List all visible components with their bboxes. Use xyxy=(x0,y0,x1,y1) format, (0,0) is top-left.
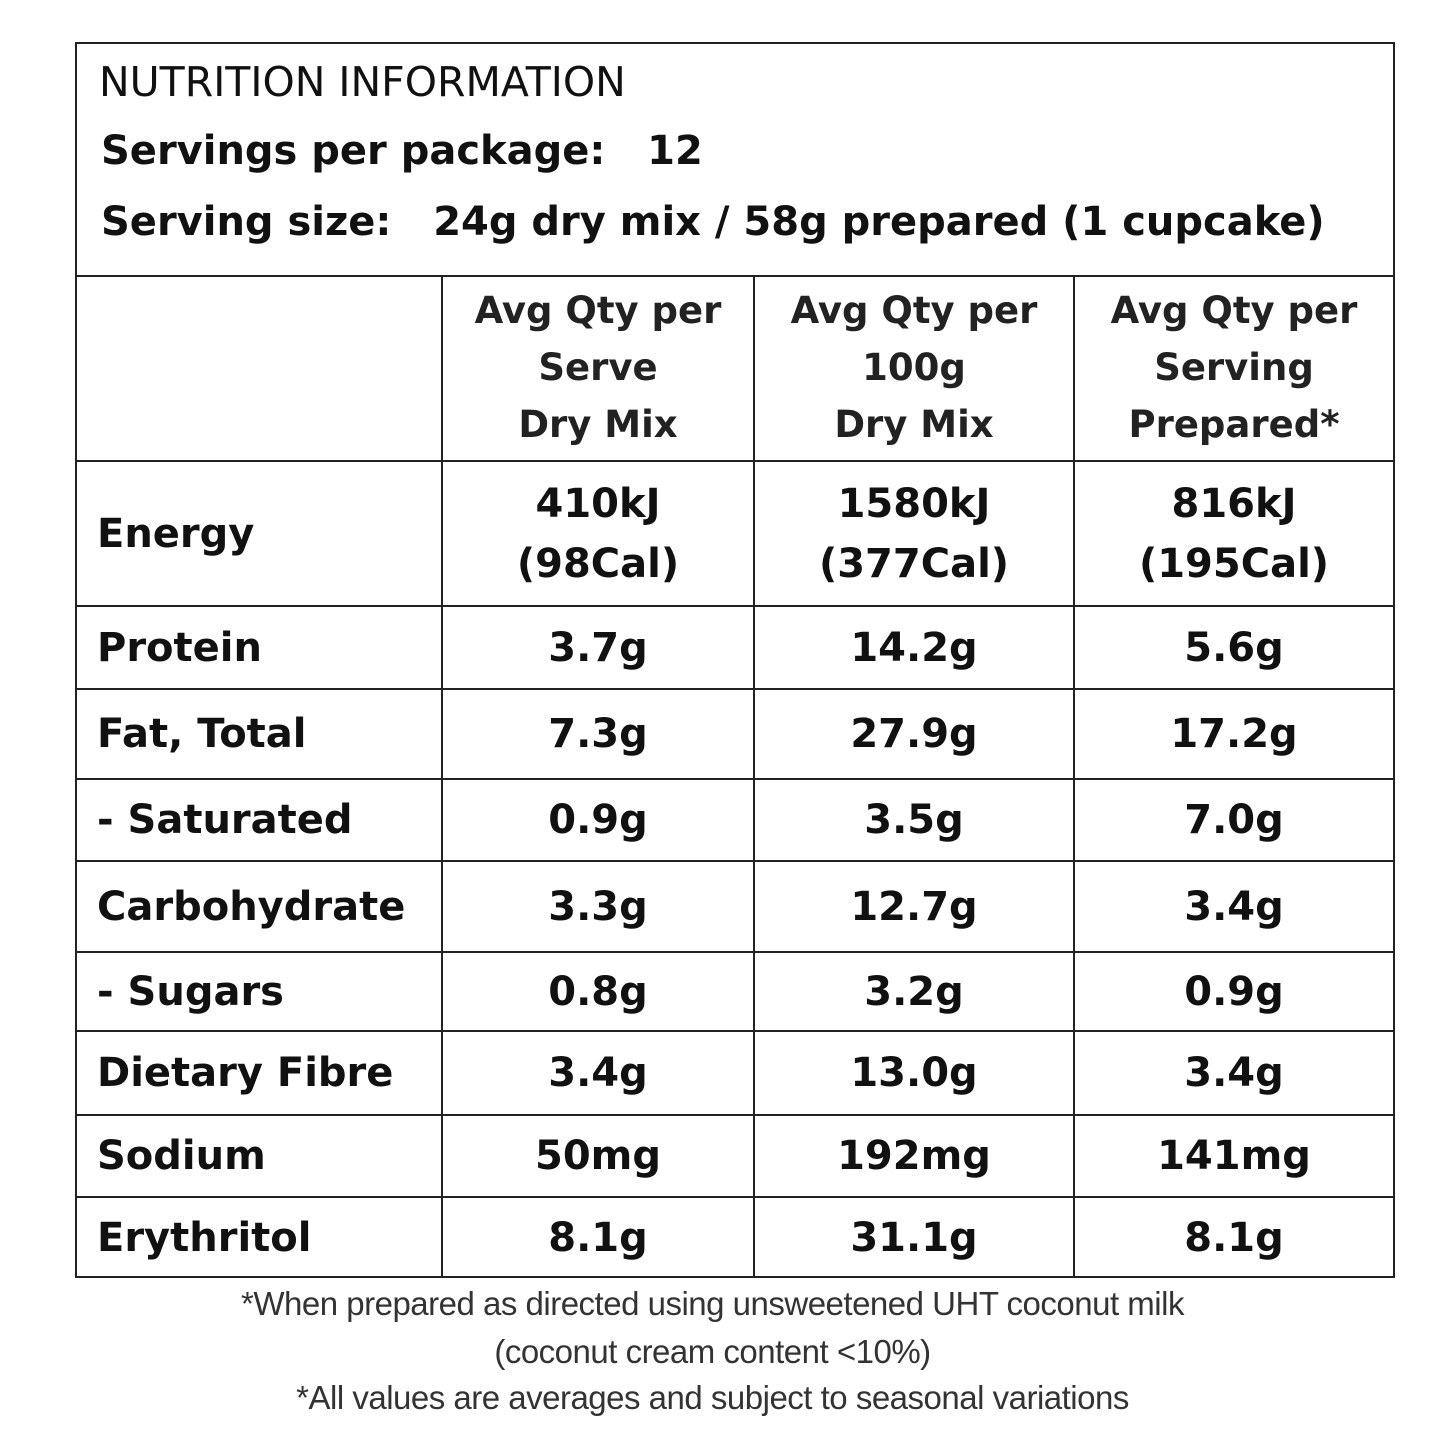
nutrient-row: Erythritol 8.1g 31.1g 8.1g xyxy=(77,1196,1393,1277)
value-line: 12.7g xyxy=(850,883,978,930)
nutrient-value: 3.7g xyxy=(441,605,755,690)
panel-title: NUTRITION INFORMATION xyxy=(99,58,626,106)
value-line: 1580kJ xyxy=(837,480,991,527)
value-line: 3.2g xyxy=(864,968,964,1015)
nutrient-value: 3.2g xyxy=(753,951,1075,1032)
nutrient-name: Erythritol xyxy=(77,1196,443,1277)
value-line: 0.8g xyxy=(548,968,648,1015)
nutrient-value: 3.3g xyxy=(441,860,755,953)
nutrient-value: 3.4g xyxy=(441,1030,755,1116)
value-line: 5.6g xyxy=(1184,624,1284,671)
value-line: 14.2g xyxy=(850,624,978,671)
nutrient-value: 410kJ (98Cal) xyxy=(441,460,755,607)
nutrient-name: Sodium xyxy=(77,1114,443,1198)
nutrient-value: 3.4g xyxy=(1073,1030,1393,1116)
column-header-line: Prepared* xyxy=(1128,403,1340,446)
value-line: (195Cal) xyxy=(1138,540,1330,587)
value-line: 3.4g xyxy=(548,1050,648,1096)
value-line: 3.4g xyxy=(1184,1050,1284,1096)
table-header-row: Avg Qty per Serve Dry Mix Avg Qty per 100g Dr… xyxy=(77,275,1393,462)
nutrient-name: - Sugars xyxy=(77,951,443,1032)
nutrient-name: Fat, Total xyxy=(77,688,443,780)
nutrient-value: 8.1g xyxy=(441,1196,755,1277)
column-header-line: Serving xyxy=(1154,346,1314,389)
value-line: 13.0g xyxy=(850,1050,978,1096)
panel-header: NUTRITION INFORMATION Servings per packa… xyxy=(77,44,1393,277)
nutrient-value: 27.9g xyxy=(753,688,1075,780)
value-line: (377Cal) xyxy=(818,540,1010,587)
column-header: Avg Qty per Serve Dry Mix xyxy=(441,275,755,462)
column-header-line: Serve xyxy=(538,346,658,389)
nutrient-name: Dietary Fibre xyxy=(77,1030,443,1116)
nutrient-name: Protein xyxy=(77,605,443,690)
footnote: *All values are averages and subject to … xyxy=(296,1379,1129,1416)
nutrient-value: 0.9g xyxy=(441,778,755,862)
value-line: 3.7g xyxy=(548,624,648,671)
header-blank xyxy=(77,275,443,462)
column-header-line: Avg Qty per xyxy=(790,289,1038,332)
nutrient-value: 13.0g xyxy=(753,1030,1075,1116)
nutrient-value: 3.5g xyxy=(753,778,1075,862)
value-line: 31.1g xyxy=(850,1214,978,1261)
column-header: Avg Qty per Serving Prepared* xyxy=(1073,275,1393,462)
value-line: 8.1g xyxy=(548,1214,648,1261)
nutrient-value: 3.4g xyxy=(1073,860,1393,953)
nutrient-row: Carbohydrate 3.3g 12.7g 3.4g xyxy=(77,860,1393,953)
nutrient-value: 31.1g xyxy=(753,1196,1075,1277)
value-line: 410kJ xyxy=(535,480,661,527)
nutrient-value: 0.9g xyxy=(1073,951,1393,1032)
nutrient-name: Carbohydrate xyxy=(77,860,443,953)
column-header-line: Dry Mix xyxy=(834,403,994,446)
column-header-line: 100g xyxy=(862,346,966,389)
value-line: 7.0g xyxy=(1184,797,1284,843)
nutrient-value: 14.2g xyxy=(753,605,1075,690)
nutrition-panel: NUTRITION INFORMATION Servings per packa… xyxy=(75,42,1395,1278)
nutrient-value: 141mg xyxy=(1073,1114,1393,1198)
value-line: 8.1g xyxy=(1184,1214,1284,1261)
nutrient-value: 7.0g xyxy=(1073,778,1393,862)
nutrient-name: Energy xyxy=(77,460,443,607)
value-line: 3.4g xyxy=(1184,883,1284,930)
nutrient-row: - Sugars 0.8g 3.2g 0.9g xyxy=(77,951,1393,1032)
nutrient-value: 7.3g xyxy=(441,688,755,780)
nutrient-row: Dietary Fibre 3.4g 13.0g 3.4g xyxy=(77,1030,1393,1116)
footnote: (coconut cream content <10%) xyxy=(494,1333,931,1370)
nutrient-row: Energy 410kJ (98Cal) 1580kJ (377Cal) 816kJ (19… xyxy=(77,460,1393,607)
nutrient-value: 12.7g xyxy=(753,860,1075,953)
nutrient-value: 50mg xyxy=(441,1114,755,1198)
nutrient-name: - Saturated xyxy=(77,778,443,862)
value-line: 0.9g xyxy=(1184,968,1284,1015)
nutrient-value: 816kJ (195Cal) xyxy=(1073,460,1393,607)
nutrient-value: 0.8g xyxy=(441,951,755,1032)
column-header-line: Avg Qty per xyxy=(474,289,722,332)
value-line: 192mg xyxy=(837,1133,991,1179)
nutrient-row: Protein 3.7g 14.2g 5.6g xyxy=(77,605,1393,690)
column-header-line: Avg Qty per xyxy=(1110,289,1358,332)
nutrient-value: 192mg xyxy=(753,1114,1075,1198)
value-line: 141mg xyxy=(1157,1133,1311,1179)
nutrition-table: Avg Qty per Serve Dry Mix Avg Qty per 100g Dr… xyxy=(77,275,1393,1277)
nutrient-value: 8.1g xyxy=(1073,1196,1393,1277)
column-header-line: Dry Mix xyxy=(518,403,678,446)
value-line: 3.3g xyxy=(548,883,648,930)
serving-size: Serving size: 24g dry mix / 58g prepared… xyxy=(101,199,1325,245)
value-line: 27.9g xyxy=(850,711,978,757)
nutrient-row: - Saturated 0.9g 3.5g 7.0g xyxy=(77,778,1393,862)
value-line: 17.2g xyxy=(1170,711,1298,757)
nutrient-value: 17.2g xyxy=(1073,688,1393,780)
servings-per-package: Servings per package: 12 xyxy=(101,128,703,174)
value-line: 0.9g xyxy=(548,797,648,843)
column-header: Avg Qty per 100g Dry Mix xyxy=(753,275,1075,462)
nutrient-value: 5.6g xyxy=(1073,605,1393,690)
value-line: (98Cal) xyxy=(516,540,680,587)
nutrient-row: Sodium 50mg 192mg 141mg xyxy=(77,1114,1393,1198)
value-line: 816kJ xyxy=(1171,480,1297,527)
value-line: 3.5g xyxy=(864,797,964,843)
footnote: *When prepared as directed using unsweet… xyxy=(241,1285,1184,1322)
nutrient-row: Fat, Total 7.3g 27.9g 17.2g xyxy=(77,688,1393,780)
value-line: 7.3g xyxy=(548,711,648,757)
nutrient-value: 1580kJ (377Cal) xyxy=(753,460,1075,607)
value-line: 50mg xyxy=(535,1133,661,1179)
